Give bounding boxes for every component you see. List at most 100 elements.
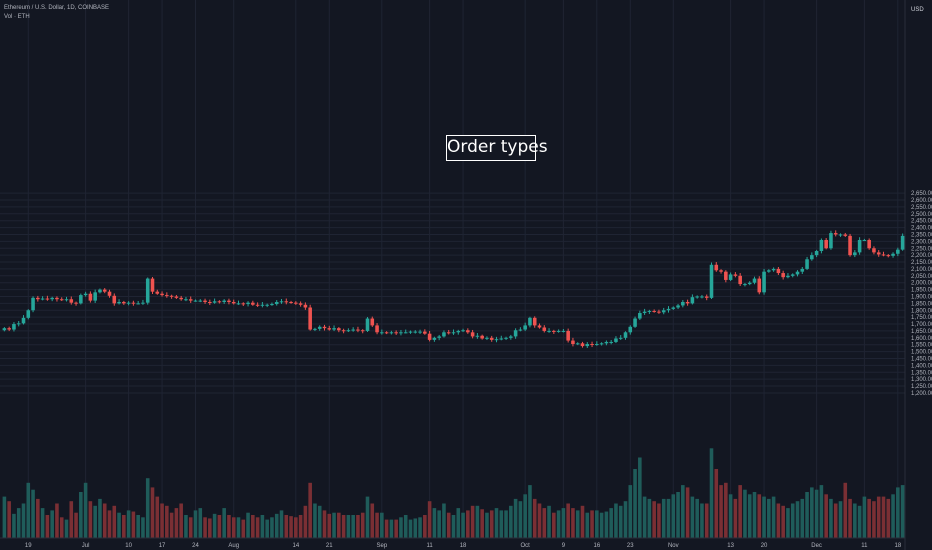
candle-body bbox=[222, 300, 226, 302]
volume-bar bbox=[169, 512, 174, 538]
candle-body bbox=[681, 301, 685, 306]
candle-body bbox=[494, 339, 499, 341]
candle-body bbox=[36, 297, 40, 300]
volume-bar bbox=[231, 517, 236, 538]
volume-bar bbox=[332, 512, 336, 538]
candle-body bbox=[155, 291, 160, 294]
volume-bar bbox=[862, 496, 867, 538]
volume-bar bbox=[657, 503, 661, 538]
candle-body bbox=[141, 302, 145, 304]
candle-body bbox=[246, 302, 250, 305]
volume-bar bbox=[485, 512, 489, 538]
volume-bar bbox=[437, 510, 441, 538]
candle-body bbox=[790, 274, 795, 276]
candle-body bbox=[614, 338, 618, 342]
candle-body bbox=[188, 299, 193, 301]
volume-bar bbox=[790, 503, 795, 538]
volume-bar bbox=[40, 508, 45, 538]
candle-body bbox=[83, 293, 88, 296]
candle-body bbox=[552, 330, 556, 332]
volume-bar bbox=[523, 494, 527, 538]
candle-body bbox=[623, 332, 628, 338]
volume-bar bbox=[532, 498, 537, 538]
volume-bar bbox=[2, 496, 7, 538]
time-tick-label: 9 bbox=[562, 543, 566, 549]
candle-body bbox=[74, 302, 78, 304]
volume-bar bbox=[728, 494, 733, 538]
candle-body bbox=[117, 301, 121, 304]
candle-body bbox=[26, 310, 31, 318]
price-tick-label: 1,850.00 bbox=[911, 301, 932, 307]
candle-body bbox=[270, 304, 274, 306]
volume-bar bbox=[69, 501, 74, 538]
volume-bar bbox=[647, 498, 652, 538]
chart-legend: Ethereum / U.S. Dollar, 1D, COINBASE Vol… bbox=[4, 4, 109, 22]
candle-body bbox=[652, 310, 656, 312]
volume-bar bbox=[198, 508, 203, 538]
volume-bar bbox=[776, 503, 781, 538]
volume-bar bbox=[351, 515, 355, 538]
time-axis[interactable]: 19 Jul 10 17 24 Aug 14 21 Sep 11 18 Oct 9 16 23 Nov 13 20… bbox=[25, 543, 902, 549]
candle-body bbox=[55, 297, 59, 300]
volume-bar bbox=[88, 501, 93, 538]
candle-body bbox=[298, 303, 303, 305]
volume-bar bbox=[700, 503, 704, 538]
candle-body bbox=[848, 235, 852, 256]
volume-bar bbox=[442, 503, 446, 538]
volume-bar bbox=[36, 498, 40, 538]
volume-bar bbox=[685, 487, 690, 538]
time-tick-label: 19 bbox=[25, 543, 32, 549]
volume-bar bbox=[466, 510, 470, 538]
volume-bar bbox=[112, 505, 117, 538]
volume-bar bbox=[652, 501, 656, 538]
price-axis[interactable]: 1,200.001,250.001,300.001,350.001,400.00… bbox=[911, 191, 932, 397]
candle-body bbox=[542, 327, 547, 331]
volume-bar bbox=[423, 515, 427, 538]
volume-bar bbox=[571, 508, 575, 538]
volume-bar bbox=[513, 498, 518, 538]
volume-bar bbox=[638, 457, 642, 538]
volume-bar bbox=[241, 519, 246, 538]
candle-body bbox=[485, 337, 489, 339]
volume-bar bbox=[518, 501, 523, 538]
candle-body bbox=[461, 330, 465, 332]
candle-body bbox=[900, 235, 905, 250]
candle-body bbox=[423, 331, 427, 334]
price-tick-label: 2,050.00 bbox=[911, 274, 932, 280]
candle-body bbox=[427, 333, 432, 340]
volume-bar bbox=[365, 496, 370, 538]
candle-body bbox=[599, 343, 604, 345]
volume-bar bbox=[743, 489, 747, 538]
candle-body bbox=[260, 304, 265, 306]
time-tick-label: 10 bbox=[125, 543, 132, 549]
volume-bar bbox=[403, 515, 408, 538]
volume-bar bbox=[12, 513, 16, 538]
volume-bar bbox=[867, 498, 871, 538]
volume-bar bbox=[317, 505, 322, 538]
candle-body bbox=[184, 299, 188, 301]
candle-body bbox=[590, 344, 594, 346]
candle-body bbox=[537, 325, 542, 328]
volume-bar bbox=[661, 498, 666, 538]
volume-bar bbox=[265, 519, 269, 538]
time-tick-label: 20 bbox=[761, 543, 768, 549]
volume-bar bbox=[853, 503, 857, 538]
volume-bar bbox=[499, 510, 504, 538]
candle-body bbox=[499, 338, 504, 340]
candle-body bbox=[671, 307, 676, 309]
candle-body bbox=[64, 299, 69, 301]
volume-bar bbox=[446, 512, 451, 538]
candle-body bbox=[571, 340, 575, 345]
price-tick-label: 2,000.00 bbox=[911, 281, 932, 287]
price-tick-label: 2,500.00 bbox=[911, 212, 932, 218]
time-tick-label: 16 bbox=[593, 543, 600, 549]
volume-bar bbox=[747, 494, 752, 538]
price-tick-label: 1,450.00 bbox=[911, 356, 932, 362]
candle-body bbox=[303, 304, 308, 308]
volume-bar bbox=[165, 505, 169, 538]
volume-bar bbox=[872, 501, 876, 538]
candle-body bbox=[638, 313, 642, 319]
volume-bar bbox=[733, 498, 738, 538]
candle-body bbox=[795, 271, 800, 275]
